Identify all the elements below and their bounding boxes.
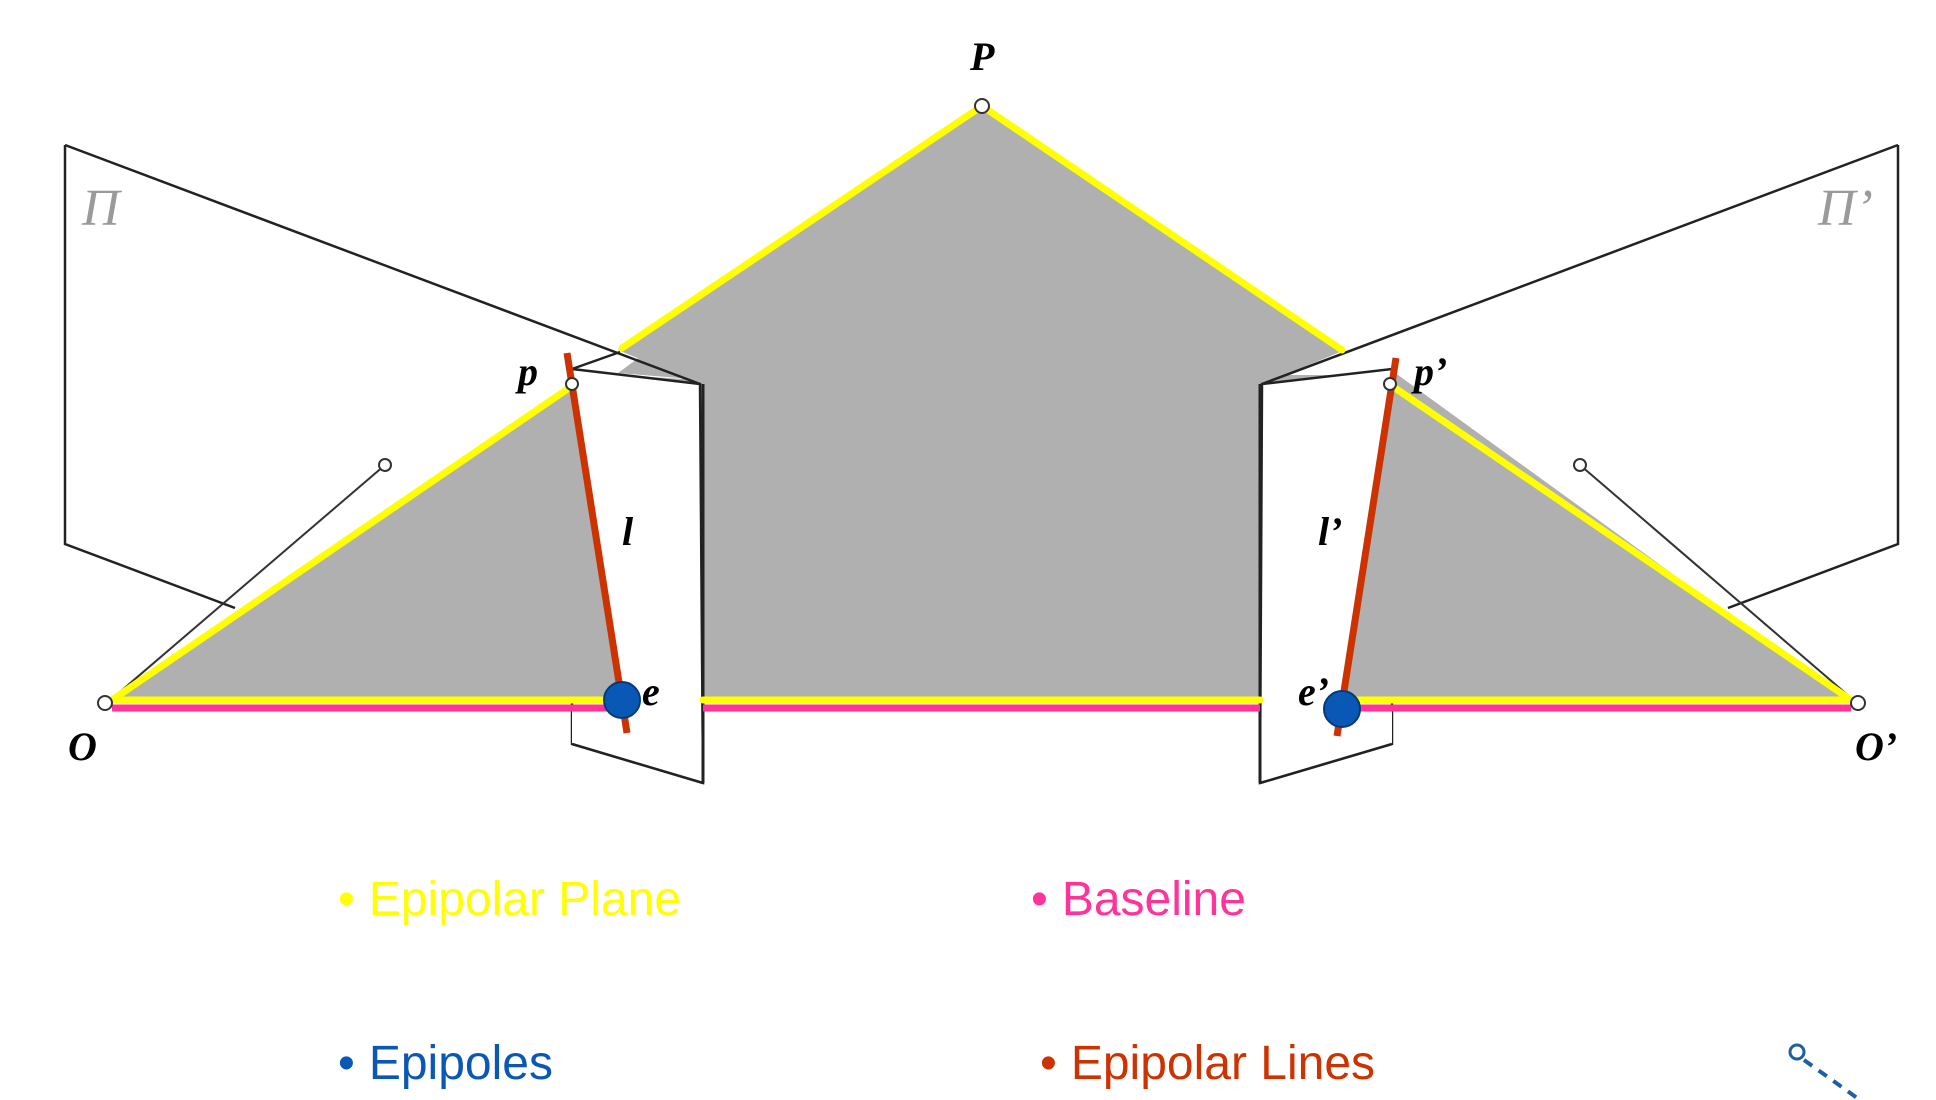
legend-bullet: • (1040, 1037, 1057, 1090)
epipolar-line-l-prime (1333, 357, 1400, 737)
epipolar-line-l (563, 352, 631, 734)
left-plane-bottom-edge (571, 742, 704, 785)
legend-epipoles-text: Epipoles (368, 1037, 553, 1090)
legend-bullet: • (1031, 873, 1048, 926)
label-O: O (68, 724, 97, 769)
legend-epipolar-lines-text: Epipolar Lines (1070, 1037, 1376, 1090)
label-e: e (642, 669, 660, 714)
label-l: l (622, 509, 634, 554)
dashed-arrow-icon (1788, 1043, 1862, 1100)
legend-bullet: • (338, 873, 355, 926)
label-e-prime: e’ (1298, 669, 1329, 714)
label-O-prime: O’ (1855, 724, 1897, 769)
legend-epipolar-plane: • Epipolar Plane (338, 876, 681, 924)
epipole-e (603, 681, 641, 719)
right-principal-point (1573, 458, 1587, 472)
legend-epipolar-lines: • Epipolar Lines (1040, 1040, 1375, 1088)
legend-baseline: • Baseline (1031, 876, 1246, 924)
point-O (97, 695, 113, 711)
legend-epipoles: • Epipoles (338, 1040, 553, 1088)
epipolar-plane-fill-center (618, 106, 1345, 703)
left-optical-axis (106, 464, 386, 704)
label-P: P (969, 34, 995, 79)
label-plane-left: Π (81, 180, 123, 237)
point-P (974, 98, 990, 114)
label-l-prime: l’ (1318, 509, 1342, 554)
right-plane-bottom-edge (1259, 742, 1393, 785)
legend-baseline-text: Baseline (1061, 873, 1246, 926)
left-principal-point (378, 458, 392, 472)
epipolar-triangle-left (112, 386, 620, 703)
plane-face-left-lower (572, 703, 703, 783)
label-plane-right: Π’ (1817, 180, 1873, 237)
epipole-e-prime (1323, 690, 1361, 728)
epipolar-triangle-right (1342, 386, 1851, 703)
epipolar-plane-outline (108, 102, 1855, 704)
legend-bullet: • (338, 1037, 355, 1090)
point-O-prime (1850, 695, 1866, 711)
point-p-prime (1383, 377, 1397, 391)
legend-epipolar-plane-text: Epipolar Plane (368, 873, 682, 926)
label-p-prime: p’ (1411, 349, 1447, 394)
point-p (565, 377, 579, 391)
plane-face-right-lower (1260, 703, 1392, 783)
right-optical-axis (1579, 464, 1858, 704)
label-p: p (515, 349, 538, 394)
